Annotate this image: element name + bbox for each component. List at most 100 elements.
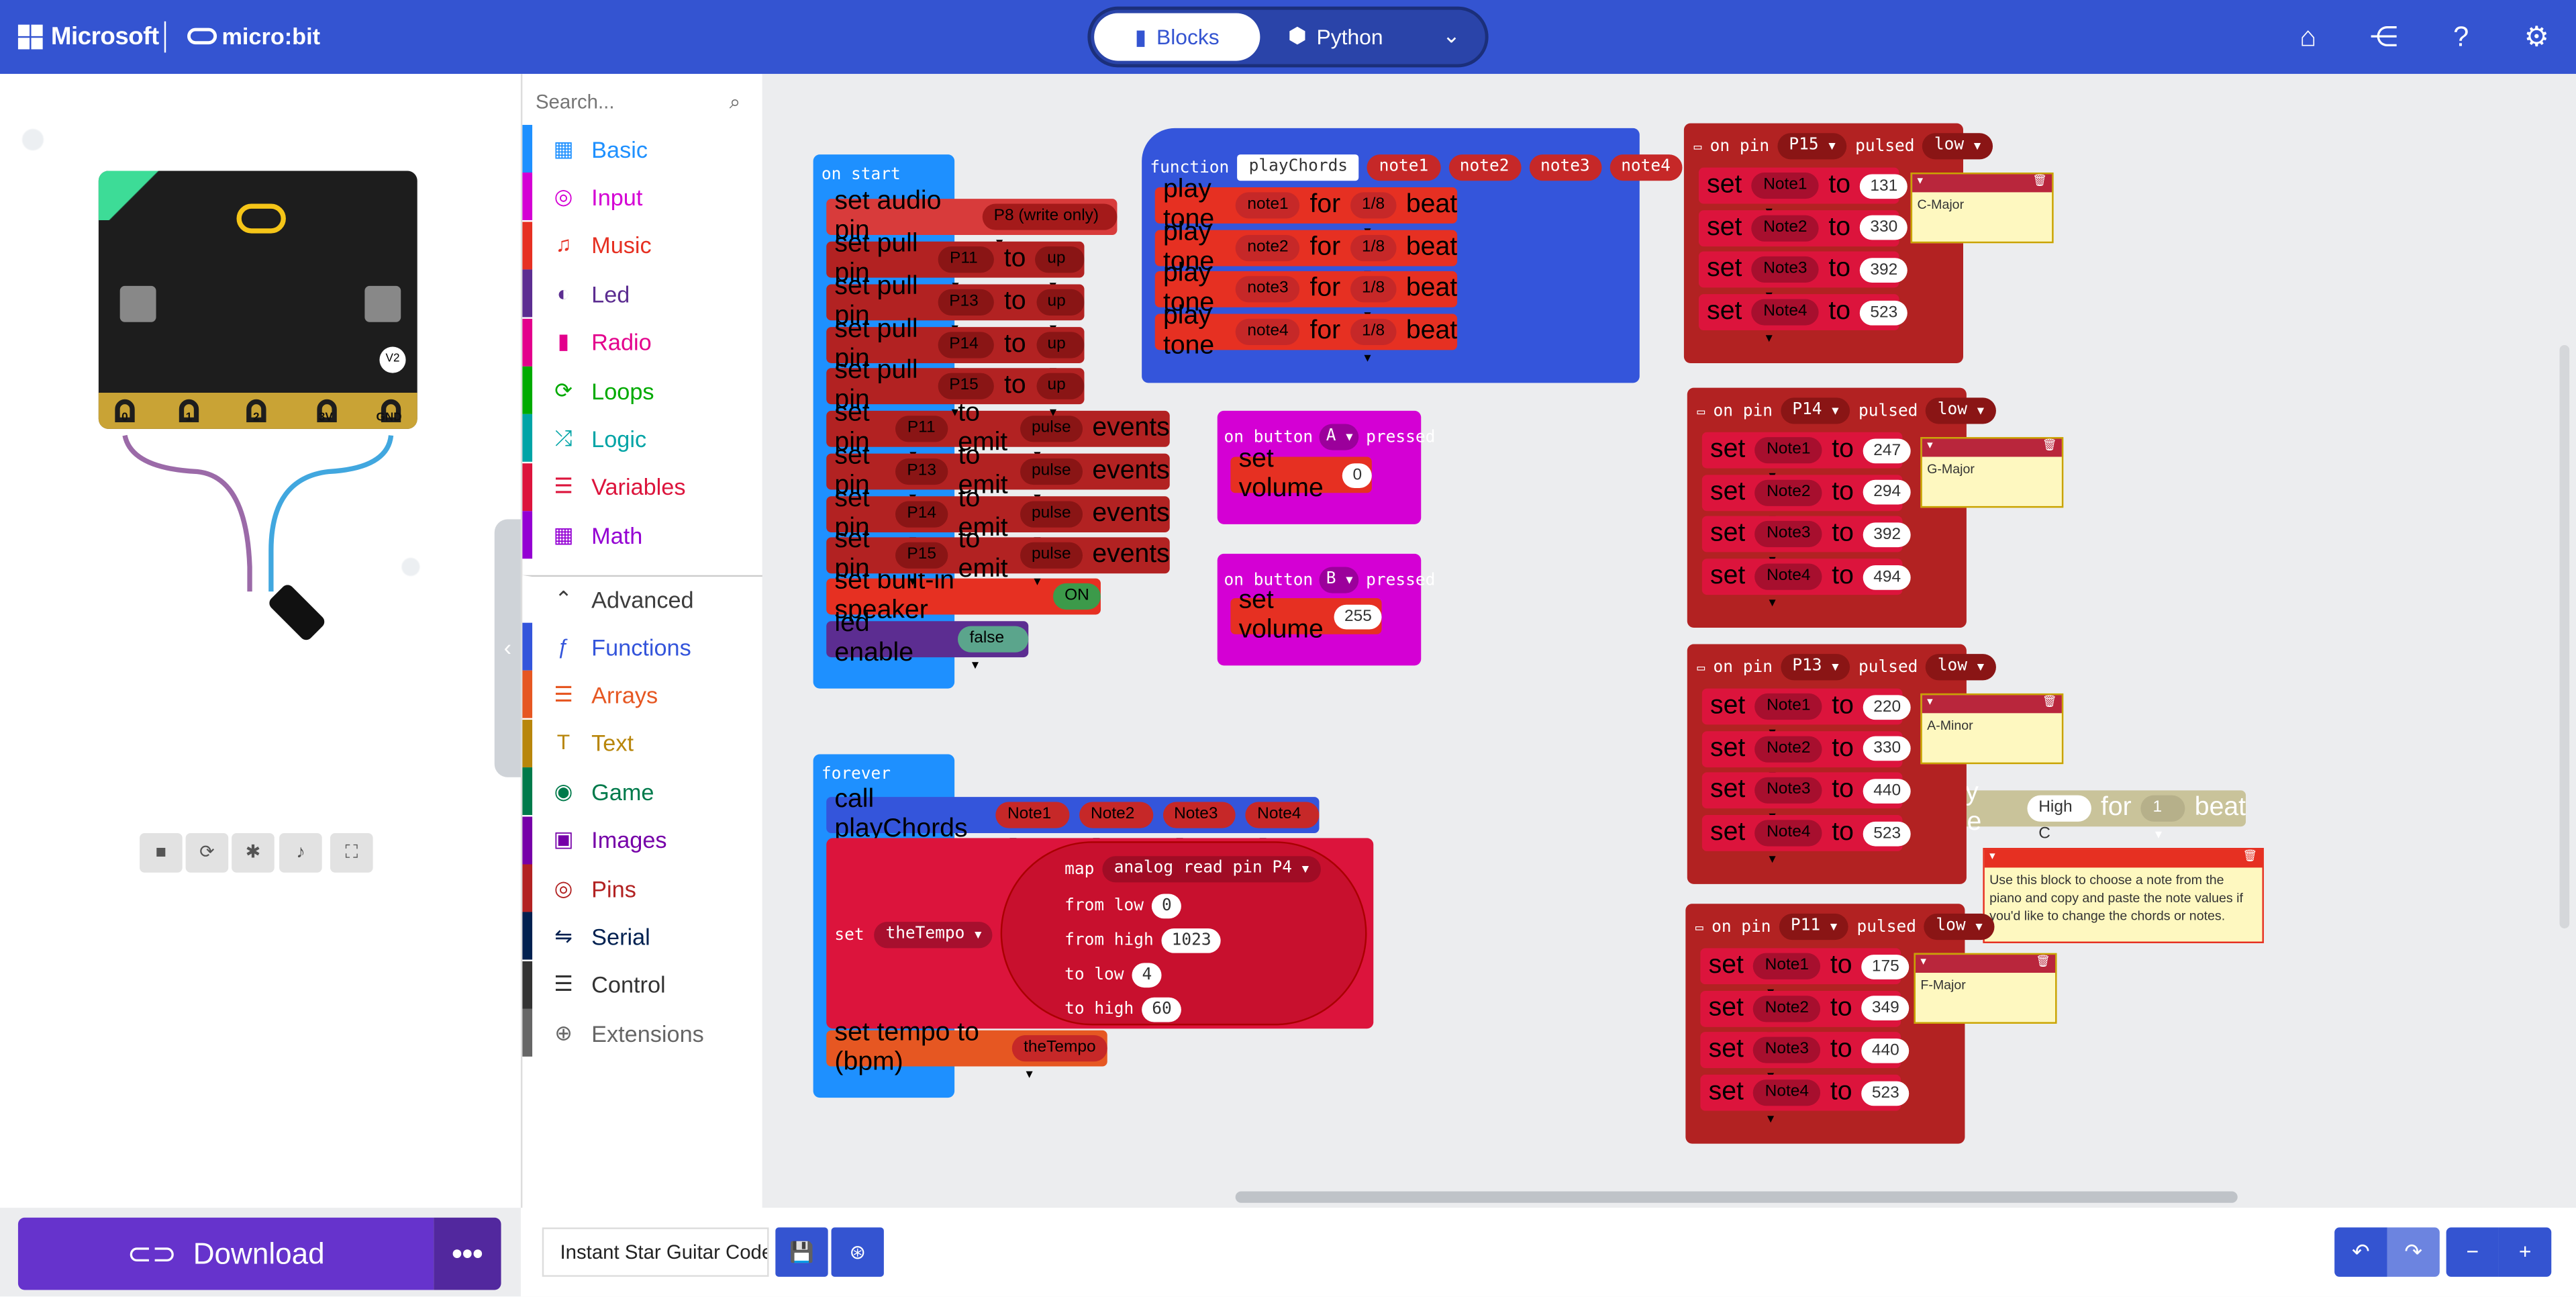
pull-dropdown[interactable]: up ▼ [1036, 246, 1085, 293]
category-radio[interactable]: ▮ Radio [522, 318, 764, 366]
beat-dropdown[interactable]: 1/8 ▼ [1350, 277, 1397, 323]
pin-dropdown[interactable]: P13 ▼ [938, 289, 995, 335]
set-pull-pin-block[interactable]: set pull pin P15 ▼ to up ▼ [826, 357, 1085, 420]
frequency-value[interactable]: 294 [1863, 480, 1911, 505]
level-dropdown[interactable]: low ▼ [1926, 654, 1996, 681]
set-note-block[interactable]: set Note1 ▼ to 247 [1701, 432, 1911, 483]
frequency-value[interactable]: 440 [1862, 1038, 1910, 1063]
level-dropdown[interactable]: low ▼ [1926, 397, 1996, 424]
zoom-out-icon[interactable]: − [2446, 1227, 2499, 1277]
variable-dropdown[interactable]: Note2 ▼ [1752, 214, 1819, 260]
set-note-block[interactable]: set Note3 ▼ to 440 [1700, 1032, 1910, 1084]
set-note-block[interactable]: set Note3 ▼ to 392 [1701, 516, 1911, 567]
category-variables[interactable]: ☰ Variables [522, 463, 764, 511]
tab-blocks[interactable]: ▮ Blocks [1094, 13, 1260, 61]
set-note-block[interactable]: set Note2 ▼ to 349 [1700, 990, 1910, 1041]
category-input[interactable]: ◎ Input [522, 173, 764, 221]
pin-dropdown[interactable]: P14 ▼ [1781, 397, 1850, 424]
category-music[interactable]: ♫ Music [522, 221, 764, 269]
collapse-toolbox-button[interactable]: ‹ [494, 519, 521, 777]
set-note-block[interactable]: set Note2 ▼ to 294 [1701, 474, 1911, 525]
variable-dropdown[interactable]: Note1 ▼ [1753, 953, 1821, 999]
set-note-block[interactable]: set Note2 ▼ to 330 [1701, 730, 1911, 781]
event-dropdown[interactable]: pulse ▼ [1020, 542, 1083, 589]
variable-dropdown[interactable]: Note1 ▼ [1752, 173, 1819, 219]
pull-dropdown[interactable]: up ▼ [1036, 289, 1085, 335]
number-field[interactable]: 0 [1152, 894, 1182, 919]
frequency-value[interactable]: 330 [1860, 215, 1908, 240]
param-pill[interactable]: note4 [1236, 319, 1300, 346]
comment-icon[interactable]: ▭ [1697, 659, 1705, 675]
pin-dropdown[interactable]: P14 ▼ [938, 331, 995, 377]
level-dropdown[interactable]: low ▼ [1924, 913, 1994, 941]
set-note-block[interactable]: set Note4 ▼ to 523 [1700, 1075, 1910, 1126]
volume-value[interactable]: 255 [1334, 604, 1382, 629]
github-icon[interactable]: ⊛ [831, 1227, 884, 1277]
param-pill[interactable]: note2 [1448, 154, 1521, 181]
button-a[interactable] [119, 285, 156, 322]
led-enable-block[interactable]: led enable false ▼ [826, 610, 1029, 672]
function-name-field[interactable]: playChords [1237, 154, 1360, 181]
category-images[interactable]: ▣ Images [522, 816, 764, 864]
set-note-block[interactable]: set Note1 ▼ to 220 [1701, 688, 1911, 739]
set-pull-pin-block[interactable]: set pull pin P11 ▼ to up ▼ [826, 230, 1085, 293]
param-pill[interactable]: note2 [1236, 234, 1300, 261]
frequency-value[interactable]: 175 [1862, 953, 1910, 979]
play-tone-block[interactable]: play tone note3 for 1/8 ▼ beat [1154, 260, 1458, 323]
frequency-value[interactable]: 392 [1863, 522, 1911, 547]
param-pill[interactable]: note4 [1609, 154, 1683, 181]
pin-dropdown[interactable]: P13 ▼ [895, 458, 948, 504]
set-note-block[interactable]: set Note3 ▼ to 440 [1701, 773, 1911, 824]
set-pull-pin-block[interactable]: set pull pin P13 ▼ to up ▼ [826, 273, 1085, 335]
number-field[interactable]: 60 [1142, 997, 1182, 1022]
variable-dropdown[interactable]: theTempo ▼ [874, 922, 993, 949]
variable-dropdown[interactable]: Note2 ▼ [1754, 735, 1822, 781]
frequency-value[interactable]: 392 [1860, 258, 1908, 283]
category-serial[interactable]: ⇋ Serial [522, 912, 764, 961]
frequency-value[interactable]: 440 [1863, 778, 1911, 804]
microbit-logo[interactable]: micro:bit [187, 23, 320, 49]
beat-dropdown[interactable]: 1/8 ▼ [1350, 192, 1397, 238]
frequency-value[interactable]: 131 [1860, 173, 1908, 198]
category-math[interactable]: ▦ Math [522, 511, 764, 559]
frequency-value[interactable]: 349 [1862, 996, 1910, 1021]
category-advanced[interactable]: ⌃ Advanced [522, 574, 764, 622]
tab-python[interactable]: ⬢ Python [1288, 23, 1383, 49]
var-dropdown[interactable]: Note1 ▼ [995, 802, 1070, 848]
event-dropdown[interactable]: pulse ▼ [1020, 458, 1083, 504]
pin-1[interactable] [179, 399, 199, 423]
comment-icon[interactable]: ▭ [1693, 138, 1702, 154]
stop-icon[interactable]: ■ [140, 832, 183, 873]
boolean-dropdown[interactable]: false ▼ [958, 626, 1029, 672]
beat-dropdown[interactable]: 1/8 ▼ [1350, 234, 1397, 281]
play-tone-block[interactable]: play tone note1 for 1/8 ▼ beat [1154, 176, 1458, 238]
undo-icon[interactable]: ↶ [2334, 1227, 2387, 1277]
frequency-value[interactable]: 523 [1860, 299, 1908, 325]
pin-dropdown[interactable]: P14 ▼ [895, 500, 948, 546]
category-functions[interactable]: ƒ Functions [522, 622, 764, 671]
variable-dropdown[interactable]: Note4 ▼ [1754, 563, 1822, 610]
chord-comment[interactable]: ▾ 🗑 G-Major [1920, 437, 2064, 508]
pin-dropdown[interactable]: P15 ▼ [938, 373, 995, 420]
help-icon[interactable]: ? [2453, 21, 2469, 53]
set-volume-block[interactable]: set volume 0 [1230, 445, 1372, 503]
zoom-in-icon[interactable]: + [2498, 1227, 2552, 1277]
variable-dropdown[interactable]: Note2 ▼ [1754, 479, 1822, 525]
variable-dropdown[interactable]: Note3 ▼ [1753, 1037, 1821, 1084]
var-dropdown[interactable]: Note2 ▼ [1079, 802, 1153, 848]
pin-dropdown[interactable]: P8 (write only) ▼ [982, 203, 1118, 250]
frequency-value[interactable]: 523 [1862, 1080, 1910, 1106]
variable-dropdown[interactable]: Note3 ▼ [1754, 777, 1822, 824]
set-pull-pin-block[interactable]: set pull pin P14 ▼ to up ▼ [826, 315, 1085, 377]
set-pin-emit-block[interactable]: set pin P15 ▼ to emit pulse ▼ events [826, 526, 1170, 589]
chevron-down-icon[interactable]: ⌄ [1442, 23, 1460, 48]
pull-dropdown[interactable]: up ▼ [1036, 373, 1085, 420]
variable-dropdown[interactable]: Note1 ▼ [1754, 693, 1822, 739]
button-dropdown[interactable]: B ▼ [1319, 567, 1360, 593]
project-name-input[interactable] [542, 1227, 769, 1277]
frequency-value[interactable]: 220 [1863, 694, 1911, 719]
set-pin-emit-block[interactable]: set pin P14 ▼to emit pulse ▼ events [826, 484, 1170, 546]
var-dropdown[interactable]: Note3 ▼ [1162, 802, 1236, 848]
